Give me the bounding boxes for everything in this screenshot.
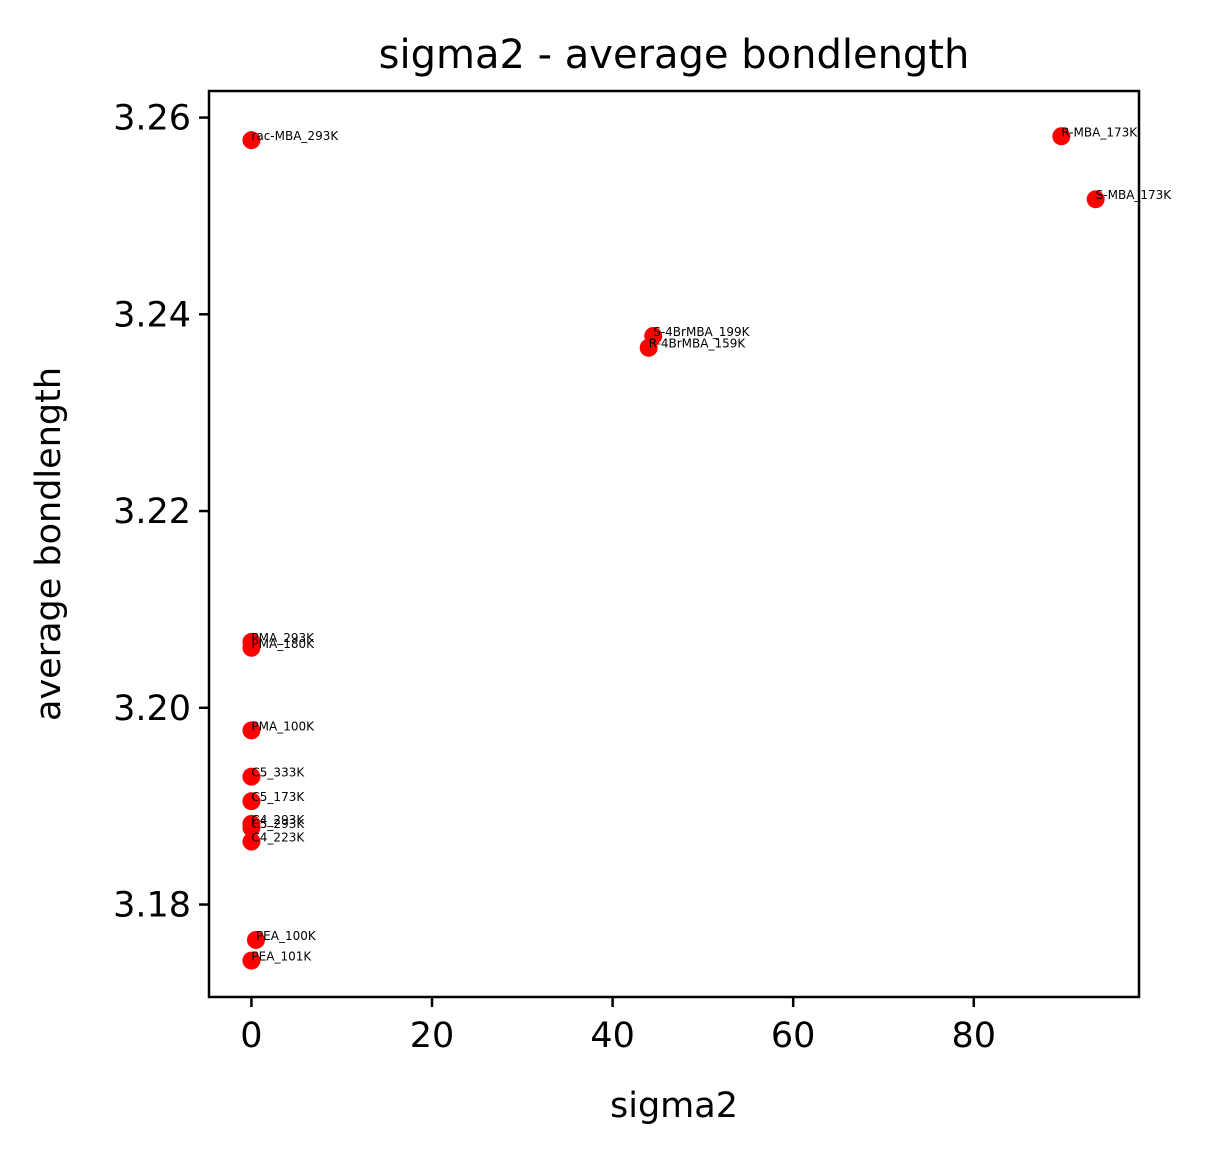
data-point-label: PEA_100K <box>256 929 317 943</box>
data-point <box>639 338 658 357</box>
x-axis-label: sigma2 <box>610 1086 738 1126</box>
data-point-label: R-MBA_173K <box>1061 125 1138 139</box>
y-tick-label: 3.24 <box>113 295 191 335</box>
x-tick-label: 60 <box>771 1016 816 1056</box>
data-point <box>242 131 261 150</box>
x-tick-label: 20 <box>410 1016 455 1056</box>
data-point-label: PMA_180K <box>251 637 315 651</box>
point-labels-layer: rac-MBA_293K R-MBA_173K S-MBA_173K S-4BrMBA… <box>251 125 1172 963</box>
data-point <box>242 818 261 837</box>
data-point <box>242 767 261 786</box>
data-point-label: C5_173K <box>251 790 305 804</box>
data-point-label: R-4BrMBA_159K <box>649 337 747 351</box>
data-point-label: PEA_101K <box>251 950 312 964</box>
x-tick-label: 40 <box>590 1016 635 1056</box>
plot-frame <box>207 89 1141 999</box>
data-point-label: C5_333K <box>251 766 305 780</box>
data-point <box>242 638 261 657</box>
data-point <box>242 951 261 970</box>
data-point <box>242 832 261 851</box>
data-point-label: C5_293K <box>251 817 305 831</box>
data-point-label: C4_223K <box>251 831 305 845</box>
data-point-label: S-4BrMBA_199K <box>653 325 750 339</box>
points-layer <box>242 127 1105 970</box>
data-point-label: PMA_100K <box>251 719 315 733</box>
data-point <box>1086 190 1105 209</box>
y-tick-label: 3.26 <box>113 99 191 139</box>
data-point <box>242 792 261 811</box>
y-axis-label: average bondlength <box>29 367 69 721</box>
data-point <box>246 930 265 949</box>
data-point-label: rac-MBA_293K <box>251 129 339 143</box>
y-tick-label: 3.20 <box>113 689 191 729</box>
y-tick-label: 3.18 <box>113 886 191 926</box>
data-point <box>242 721 261 740</box>
x-tick-label: 0 <box>240 1016 262 1056</box>
chart-title: sigma2 - average bondlength <box>379 32 970 78</box>
data-point <box>1052 127 1071 146</box>
ticks-layer: 0 20 40 60 80 3.18 3.20 3.22 3.24 3.26 <box>113 99 996 1056</box>
x-tick-label: 80 <box>951 1016 996 1056</box>
data-point-label: C4_293K <box>251 813 305 827</box>
data-point-label: PMA_293K <box>251 631 315 645</box>
y-tick-label: 3.22 <box>113 492 191 532</box>
data-point-label: S-MBA_173K <box>1096 188 1173 202</box>
